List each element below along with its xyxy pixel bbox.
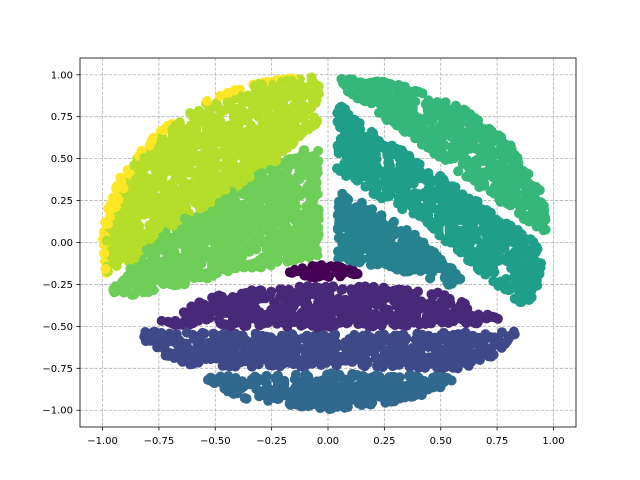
scatter-point-cluster-1 bbox=[238, 294, 249, 304]
scatter-point-cluster-2 bbox=[496, 327, 507, 338]
scatter-point-cluster-6 bbox=[453, 166, 464, 177]
scatter-point-cluster-1 bbox=[227, 292, 238, 302]
scatter-point-cluster-3 bbox=[430, 371, 441, 382]
scatter-point-cluster-8 bbox=[242, 90, 253, 101]
scatter-point-cluster-1 bbox=[337, 284, 348, 295]
scatter-point-cluster-1 bbox=[156, 315, 167, 326]
scatter-point-cluster-8 bbox=[304, 104, 314, 115]
scatter-point-cluster-1 bbox=[294, 281, 305, 292]
scatter-point-cluster-0 bbox=[289, 264, 300, 275]
scatter-point-cluster-4 bbox=[409, 229, 420, 240]
scatter-point-cluster-9 bbox=[202, 96, 212, 106]
data-points bbox=[98, 72, 551, 415]
